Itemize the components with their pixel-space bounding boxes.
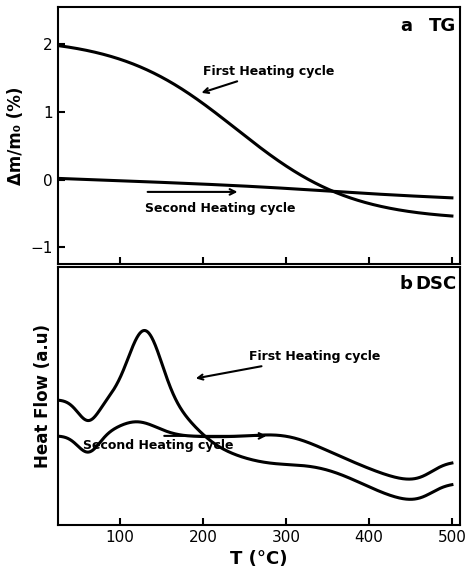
Text: b: b — [399, 275, 412, 293]
Text: TG: TG — [429, 17, 456, 35]
X-axis label: T (°C): T (°C) — [230, 550, 288, 568]
Y-axis label: Heat Flow (a.u): Heat Flow (a.u) — [34, 324, 52, 468]
Text: a: a — [400, 17, 412, 35]
Text: First Heating cycle: First Heating cycle — [198, 350, 380, 380]
Text: DSC: DSC — [415, 275, 456, 293]
Text: Second Heating cycle: Second Heating cycle — [145, 202, 295, 215]
Text: First Heating cycle: First Heating cycle — [203, 65, 334, 93]
Y-axis label: Δm/m₀ (%): Δm/m₀ (%) — [7, 86, 25, 185]
Text: Second Heating cycle: Second Heating cycle — [82, 439, 233, 452]
